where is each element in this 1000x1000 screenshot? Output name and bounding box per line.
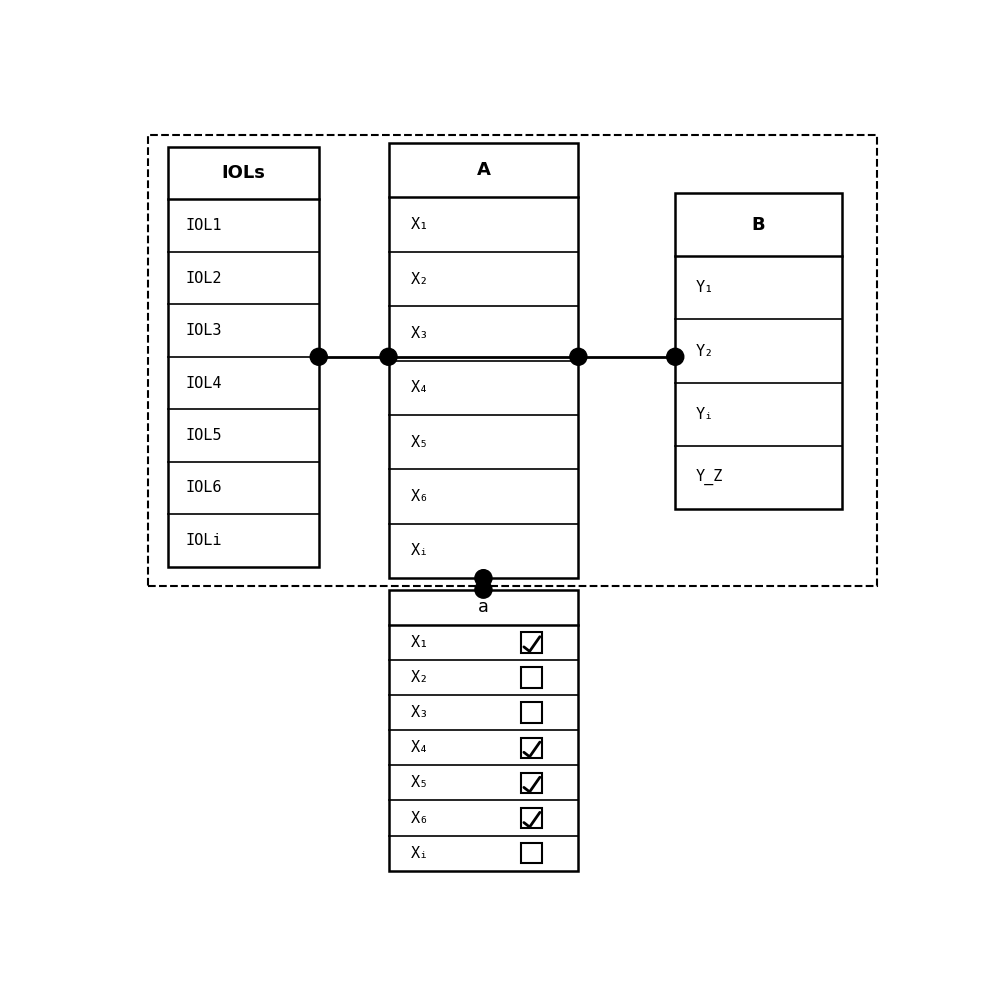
Circle shape — [310, 348, 327, 365]
Bar — [521, 667, 542, 688]
Bar — [148, 135, 877, 586]
Text: IOL5: IOL5 — [186, 428, 222, 443]
Text: X₂: X₂ — [411, 670, 430, 685]
Text: Xᵢ: Xᵢ — [411, 543, 430, 558]
Text: IOL3: IOL3 — [186, 323, 222, 338]
Bar — [521, 843, 542, 863]
Text: X₄: X₄ — [411, 380, 430, 395]
Text: Xᵢ: Xᵢ — [411, 846, 430, 861]
Text: Y₂: Y₂ — [695, 344, 713, 359]
Text: X₆: X₆ — [411, 489, 430, 504]
Text: B: B — [752, 216, 765, 234]
Text: X₃: X₃ — [411, 705, 430, 720]
Text: IOL4: IOL4 — [186, 376, 222, 391]
Text: X₅: X₅ — [411, 775, 430, 790]
Text: Yᵢ: Yᵢ — [695, 407, 713, 422]
Text: X₆: X₆ — [411, 811, 430, 826]
Bar — [168, 147, 319, 567]
Text: Y₁: Y₁ — [695, 280, 713, 295]
Text: X₅: X₅ — [411, 435, 430, 450]
Text: A: A — [477, 161, 490, 179]
Text: X₄: X₄ — [411, 740, 430, 755]
Text: IOL2: IOL2 — [186, 271, 222, 286]
Bar — [521, 738, 542, 758]
Bar — [388, 143, 578, 578]
Bar — [521, 773, 542, 793]
Text: IOL1: IOL1 — [186, 218, 222, 233]
Bar — [388, 590, 578, 871]
Circle shape — [667, 348, 684, 365]
Text: IOLs: IOLs — [221, 164, 265, 182]
Circle shape — [380, 348, 397, 365]
Bar — [521, 808, 542, 828]
Circle shape — [475, 570, 492, 587]
Text: X₃: X₃ — [411, 326, 430, 341]
Text: X₂: X₂ — [411, 272, 430, 287]
Text: Y_Z: Y_Z — [695, 469, 723, 485]
Text: X₁: X₁ — [411, 217, 430, 232]
Circle shape — [570, 348, 587, 365]
Circle shape — [475, 581, 492, 598]
Text: X₁: X₁ — [411, 635, 430, 650]
Bar — [521, 632, 542, 653]
Text: a: a — [478, 598, 489, 616]
Text: IOL6: IOL6 — [186, 480, 222, 495]
Bar — [521, 702, 542, 723]
Text: IOLi: IOLi — [186, 533, 222, 548]
Bar — [675, 193, 842, 509]
